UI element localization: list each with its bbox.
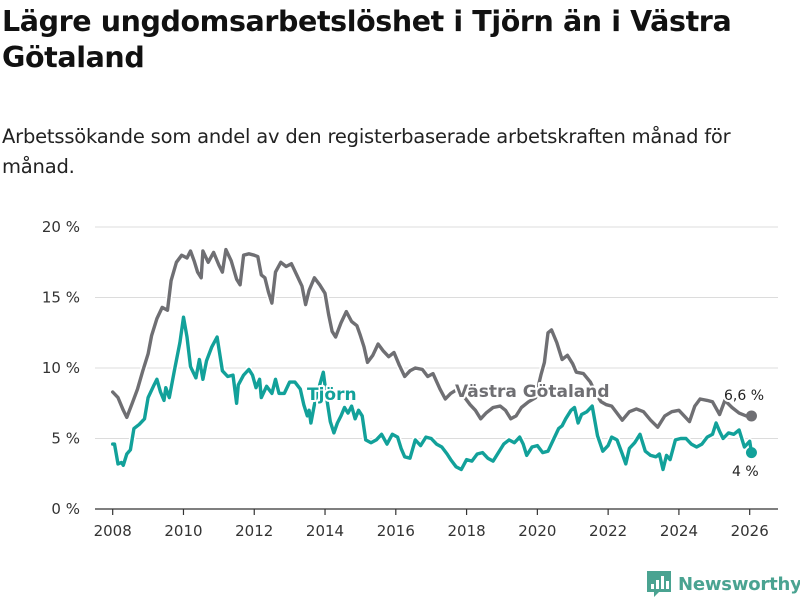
x-axis: 2008 2010 2012 2014 2016 2018 2020 2022 2024 2026 — [94, 508, 778, 540]
chart-title: Lägre ungdomsarbetslöshet i Tjörn än i V… — [2, 5, 732, 74]
newsworthy-brand: Newsworthy — [646, 570, 800, 598]
x-tick-label: 2010 — [164, 522, 202, 540]
x-tick-label: 2020 — [518, 522, 556, 540]
x-tick-label: 2016 — [377, 522, 415, 540]
series-labels: Västra Götaland Tjörn 6,6 % 4 % — [305, 380, 766, 482]
y-tick-label: 5 % — [51, 430, 80, 448]
series-line-vastra-gotaland — [111, 247, 754, 429]
y-tick-label: 20 % — [42, 218, 80, 236]
x-tick-label: 2012 — [235, 522, 273, 540]
x-tick-label: 2008 — [94, 522, 132, 540]
series-label-tjorn: Tjörn — [307, 385, 357, 405]
x-tick-label: 2024 — [660, 522, 698, 540]
y-tick-label: 10 % — [42, 359, 80, 377]
x-tick-label: 2026 — [731, 522, 769, 540]
end-value-label-tjorn: 4 % — [732, 464, 759, 480]
series-line-tjorn — [111, 315, 754, 472]
newsworthy-logo-icon — [647, 571, 671, 597]
series-halo-vastra-gotaland — [110, 246, 752, 431]
end-point-vastra-gotaland — [745, 410, 757, 422]
chart-subtitle: Arbetssökande som andel av den registerb… — [2, 125, 731, 178]
series-label-vastra-gotaland: Västra Götaland — [455, 382, 610, 402]
y-tick-label: 0 % — [51, 500, 80, 518]
x-tick-label: 2018 — [447, 522, 485, 540]
brand-name: Newsworthy — [678, 573, 800, 595]
end-point-tjorn — [745, 447, 757, 459]
series-halo-tjorn — [111, 313, 755, 473]
series-lines — [110, 246, 757, 473]
end-value-label-vastra-gotaland: 6,6 % — [724, 388, 764, 404]
x-tick-label: 2014 — [306, 522, 344, 540]
y-tick-label: 15 % — [42, 289, 80, 307]
x-tick-label: 2022 — [589, 522, 627, 540]
gridlines — [95, 226, 778, 439]
y-axis-ticks: 0 % 5 % 10 % 15 % 20 % — [42, 218, 80, 518]
